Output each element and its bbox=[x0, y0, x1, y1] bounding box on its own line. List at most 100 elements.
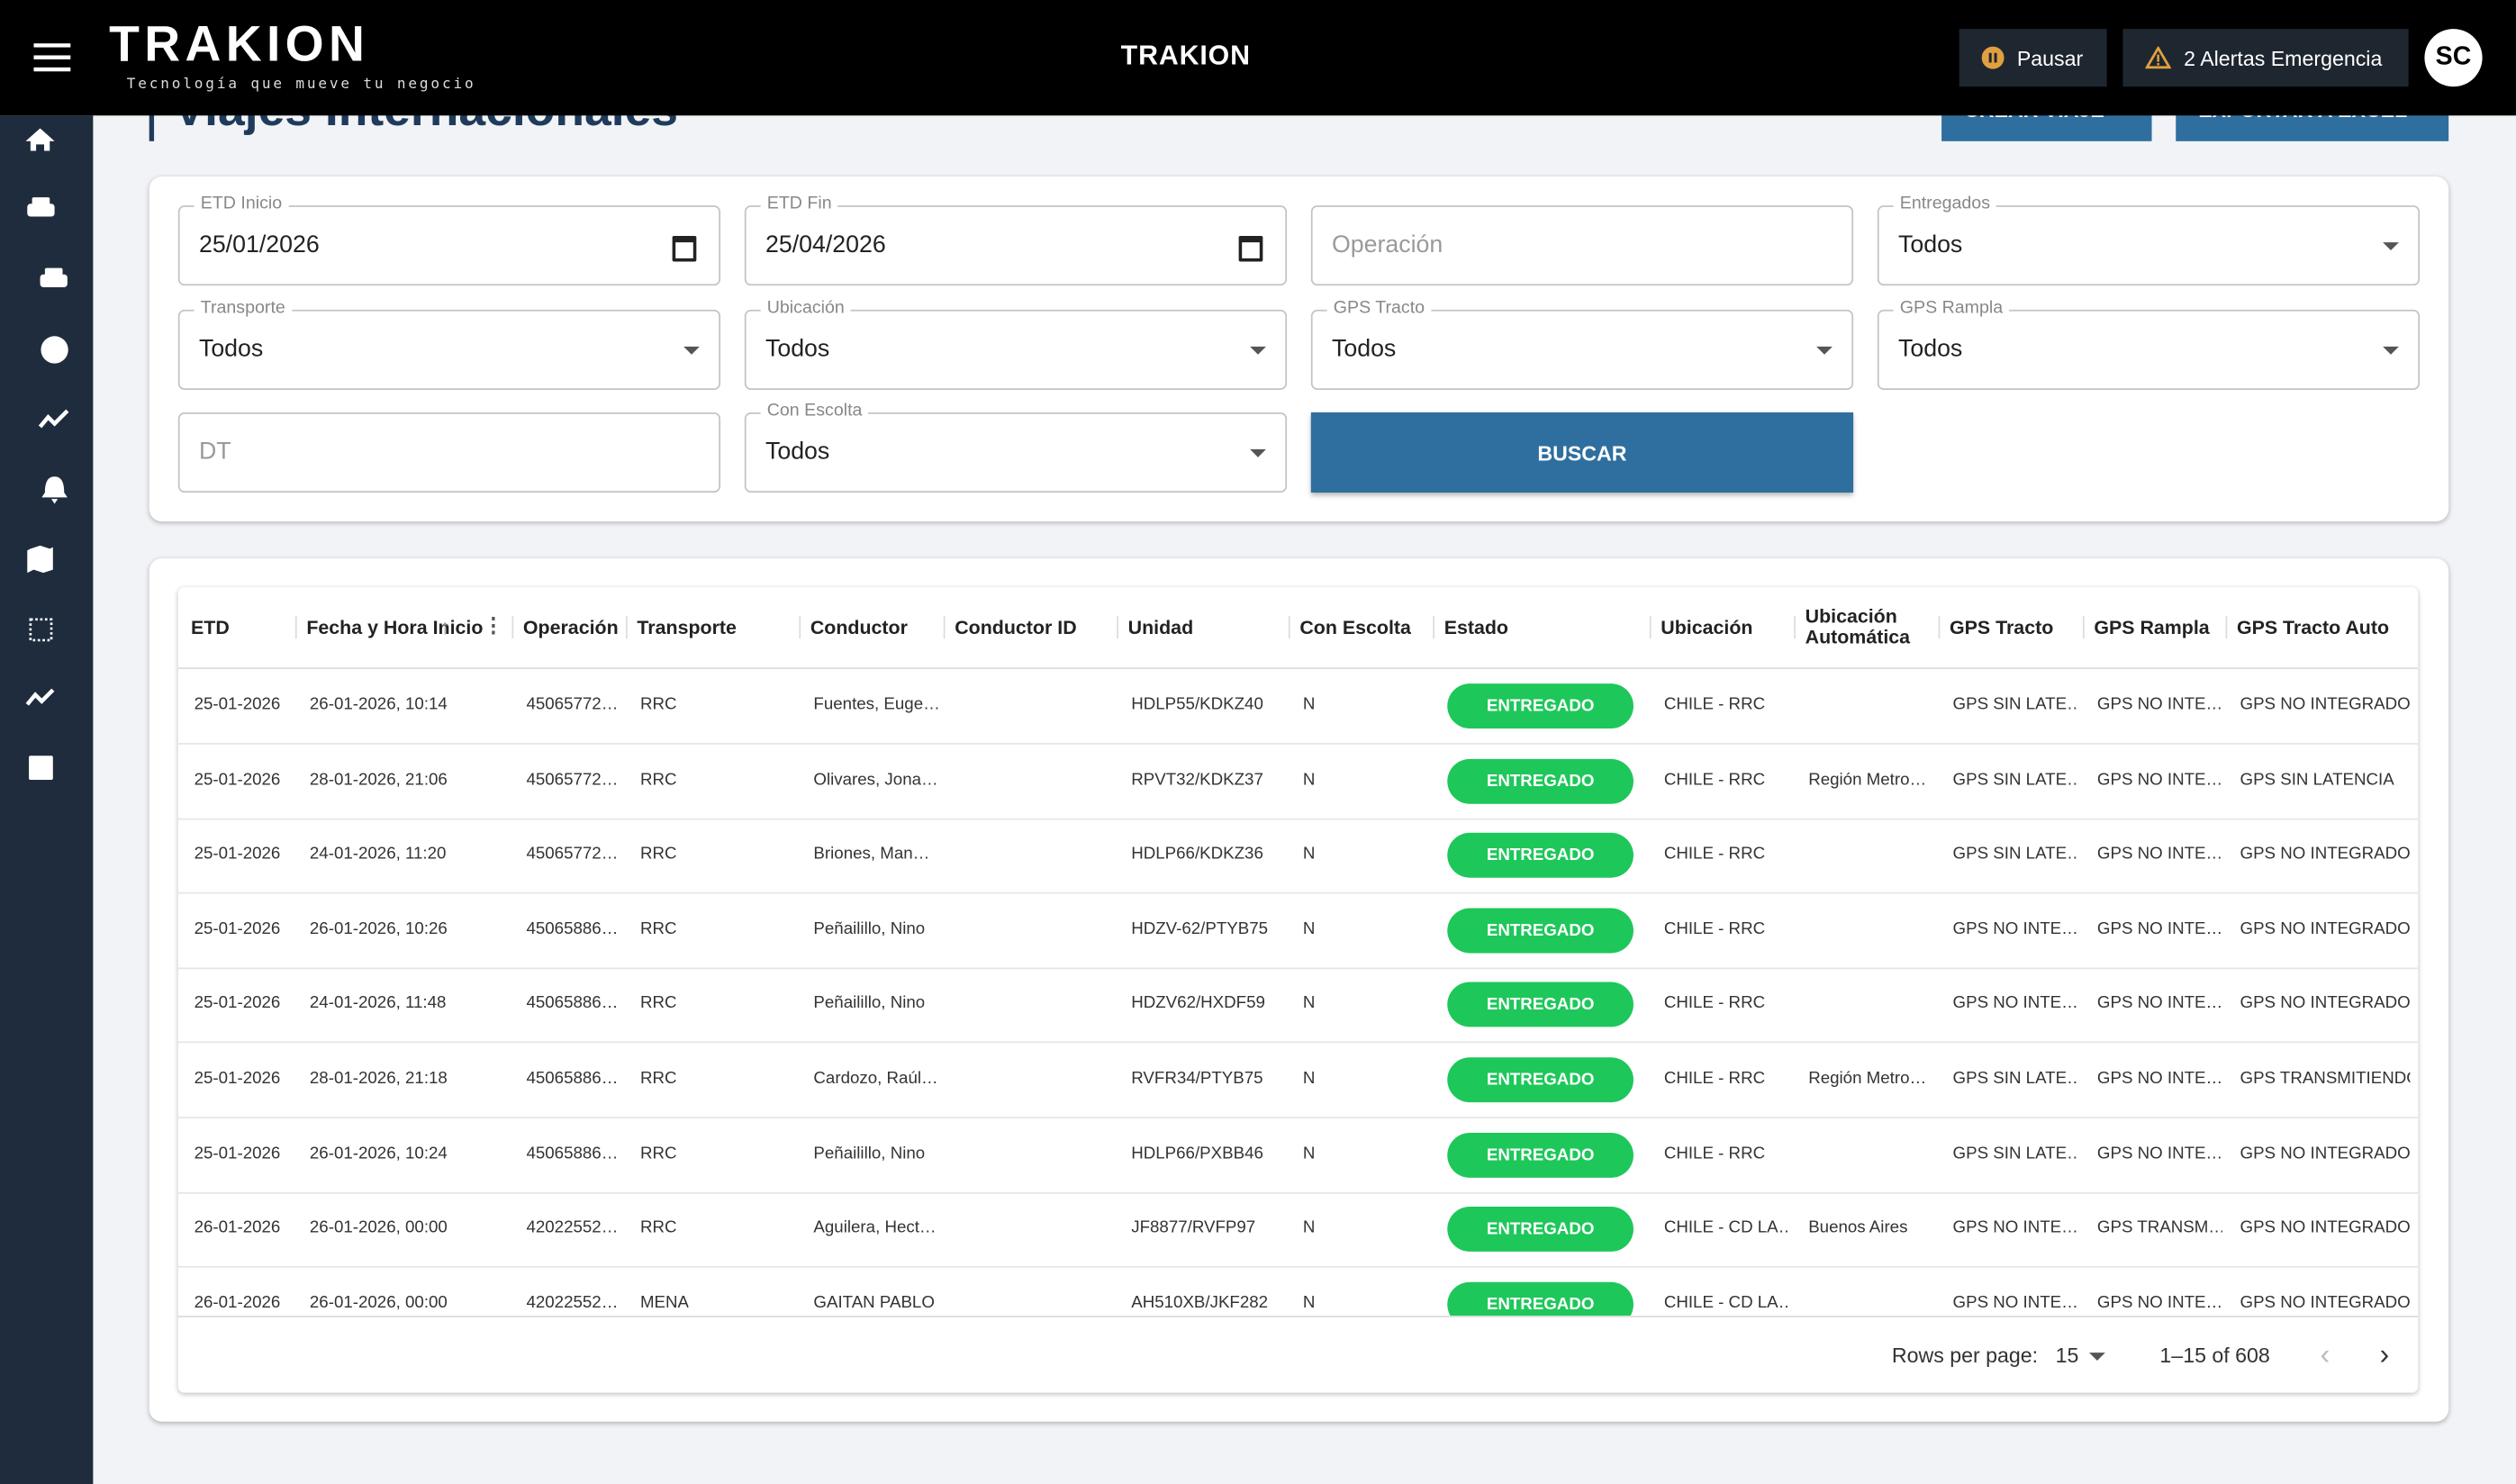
column-separator bbox=[943, 616, 946, 639]
row-line bbox=[177, 892, 2419, 894]
table-cell: 28-01-2026, 21:06 bbox=[309, 769, 448, 789]
table-cell: JF8877/RVFP97 bbox=[1131, 1217, 1256, 1238]
globe-icon[interactable] bbox=[41, 336, 68, 364]
column-separator bbox=[1794, 616, 1796, 639]
table-cell: 45065886… bbox=[526, 993, 619, 1014]
table-cell: Peñailillo, Nino bbox=[813, 993, 926, 1014]
logo[interactable]: TRAKION bbox=[109, 15, 370, 73]
filter-field[interactable]: Entregados Todos bbox=[1877, 194, 2421, 286]
filter-value: Todos bbox=[765, 438, 830, 466]
column-header: ETD bbox=[191, 615, 230, 638]
avatar[interactable]: SC bbox=[2424, 29, 2483, 87]
bell-icon[interactable] bbox=[41, 476, 68, 504]
home-icon[interactable] bbox=[25, 128, 55, 151]
prev-page[interactable]: ‹ bbox=[2320, 1338, 2330, 1371]
table-cell: GPS NO INTEGRADO bbox=[2240, 1143, 2411, 1163]
table-cell: HDLP66/KDKZ36 bbox=[1131, 844, 1263, 864]
table-cell: N bbox=[1302, 769, 1316, 789]
table-cell: RRC bbox=[639, 993, 677, 1014]
map-icon[interactable] bbox=[27, 545, 53, 574]
filter-field[interactable]: DT bbox=[177, 412, 721, 493]
dropdown-arrow bbox=[1250, 346, 1266, 355]
column-separator bbox=[511, 616, 514, 639]
column-separator bbox=[1649, 616, 1652, 639]
table-cell: 26-01-2026, 10:14 bbox=[309, 694, 448, 714]
status-badge: ENTREGADO bbox=[1447, 833, 1634, 879]
table-cell: GPS NO INTE… bbox=[1952, 918, 2078, 939]
table-cell: MENA bbox=[639, 1292, 690, 1313]
table-cell: HDZV62/HXDF59 bbox=[1131, 993, 1265, 1014]
filter-label: Entregados bbox=[1893, 194, 1997, 213]
table-cell: Fuentes, Euge… bbox=[813, 694, 939, 714]
column-header: Ubicación Automática bbox=[1805, 604, 1911, 648]
filter-field[interactable]: Con Escolta Todos bbox=[744, 401, 1288, 493]
report-icon[interactable] bbox=[29, 756, 53, 780]
rows-per-page-label: Rows per page: bbox=[1891, 1343, 2039, 1368]
column-header: GPS Rampla bbox=[2094, 615, 2210, 638]
rows-per-page-arrow bbox=[2089, 1353, 2105, 1362]
car-icon-2[interactable] bbox=[40, 274, 68, 287]
alerts-button[interactable]: 2 Alertas Emergencia bbox=[2122, 29, 2409, 87]
row-line bbox=[177, 1191, 2419, 1194]
table-cell: CHILE - RRC bbox=[1663, 1068, 1766, 1089]
filter-field[interactable]: Operación bbox=[1310, 205, 1854, 286]
row-line bbox=[177, 1117, 2419, 1118]
table-cell: N bbox=[1302, 918, 1316, 939]
table-cell: GAITAN PABLO bbox=[813, 1292, 935, 1313]
trend-icon[interactable] bbox=[38, 409, 69, 429]
column-header: Estado bbox=[1444, 615, 1509, 638]
filter-label: Ubicación bbox=[760, 298, 851, 318]
alert-icon bbox=[2145, 46, 2171, 69]
next-page[interactable]: › bbox=[2379, 1338, 2390, 1371]
filter-value: Todos bbox=[1897, 335, 1963, 363]
table-cell: Región Metro… bbox=[1808, 1068, 1927, 1089]
table-cell: Aguilera, Hect… bbox=[813, 1217, 937, 1238]
table-cell: GPS NO INTE… bbox=[2096, 1292, 2222, 1313]
status-badge: ENTREGADO bbox=[1447, 908, 1634, 954]
table-cell: 26-01-2026, 00:00 bbox=[309, 1292, 448, 1313]
menu-icon[interactable] bbox=[33, 43, 71, 72]
column-header: Transporte bbox=[637, 615, 737, 638]
row-line bbox=[177, 818, 2419, 819]
filter-field[interactable]: ETD Inicio 25/01/2026 bbox=[177, 194, 721, 286]
filter-field[interactable]: Transporte Todos bbox=[177, 298, 721, 390]
table-cell: HDLP66/PXBB46 bbox=[1131, 1143, 1263, 1163]
car-icon[interactable] bbox=[27, 204, 55, 217]
trend-icon-2[interactable] bbox=[25, 688, 55, 706]
column-header: GPS Tracto Auto bbox=[2236, 615, 2390, 638]
table-cell: RRC bbox=[639, 844, 677, 864]
table-cell: RRC bbox=[639, 918, 677, 939]
table-cell: Región Metro… bbox=[1808, 769, 1927, 789]
alerts-label: 2 Alertas Emergencia bbox=[2184, 45, 2383, 70]
filter-field[interactable]: ETD Fin 25/04/2026 bbox=[744, 194, 1288, 286]
status-badge: ENTREGADO bbox=[1447, 1281, 1634, 1317]
table-cell: RVFR34/PTYB75 bbox=[1131, 1068, 1263, 1089]
rows-per-page[interactable]: 15 bbox=[2055, 1343, 2079, 1368]
table-cell: GPS SIN LATE… bbox=[1952, 694, 2078, 714]
pause-button[interactable]: Pausar bbox=[1959, 29, 2107, 87]
column-header: Conductor bbox=[810, 615, 908, 638]
pause-icon bbox=[1981, 46, 2005, 69]
filter-placeholder: Operación bbox=[1331, 231, 1444, 258]
table-cell: CHILE - CD LA… bbox=[1663, 1292, 1789, 1313]
filter-label: GPS Rampla bbox=[1893, 298, 2010, 318]
table-cell: 24-01-2026, 11:20 bbox=[309, 844, 447, 864]
filter-label: GPS Tracto bbox=[1326, 298, 1432, 318]
table-cell: CHILE - RRC bbox=[1663, 993, 1766, 1014]
table-body: 25-01-2026 26-01-2026, 10:14 45065772… RRC F… bbox=[177, 669, 2419, 1317]
calendar-icon[interactable] bbox=[1238, 235, 1263, 262]
column-header: Operación bbox=[522, 615, 619, 638]
grid-icon[interactable] bbox=[29, 618, 53, 642]
table-cell: Cardozo, Raúl… bbox=[813, 1068, 938, 1089]
calendar-icon[interactable] bbox=[672, 235, 697, 262]
filter-field[interactable]: Ubicación Todos bbox=[744, 298, 1288, 390]
filter-card: ETD Inicio 25/01/2026 ETD Fin 25/04/2026 Ope… bbox=[149, 176, 2449, 522]
column-menu[interactable]: ⋮ bbox=[483, 612, 504, 638]
table-cell: GPS NO INTEGRADO bbox=[2240, 694, 2411, 714]
table-cell: GPS NO INTE… bbox=[2096, 918, 2222, 939]
filter-field[interactable]: GPS Rampla Todos bbox=[1877, 298, 2421, 390]
table-cell: N bbox=[1302, 1068, 1316, 1089]
table-cell: 45065772… bbox=[526, 844, 619, 864]
search-button[interactable]: BUSCAR bbox=[1310, 412, 1854, 493]
filter-field[interactable]: GPS Tracto Todos bbox=[1310, 298, 1854, 390]
